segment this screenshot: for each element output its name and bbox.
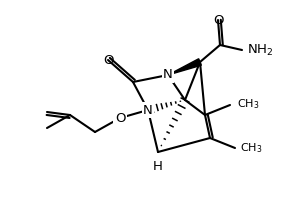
Text: N: N	[163, 69, 173, 82]
Text: O: O	[213, 14, 223, 27]
Text: CH$_3$: CH$_3$	[237, 97, 260, 111]
Text: O: O	[115, 111, 125, 124]
Text: H: H	[153, 159, 163, 172]
Text: O: O	[103, 54, 113, 67]
Polygon shape	[168, 59, 201, 75]
Text: N: N	[143, 103, 153, 117]
Text: NH$_2$: NH$_2$	[247, 42, 273, 57]
Text: CH$_3$: CH$_3$	[240, 141, 262, 155]
